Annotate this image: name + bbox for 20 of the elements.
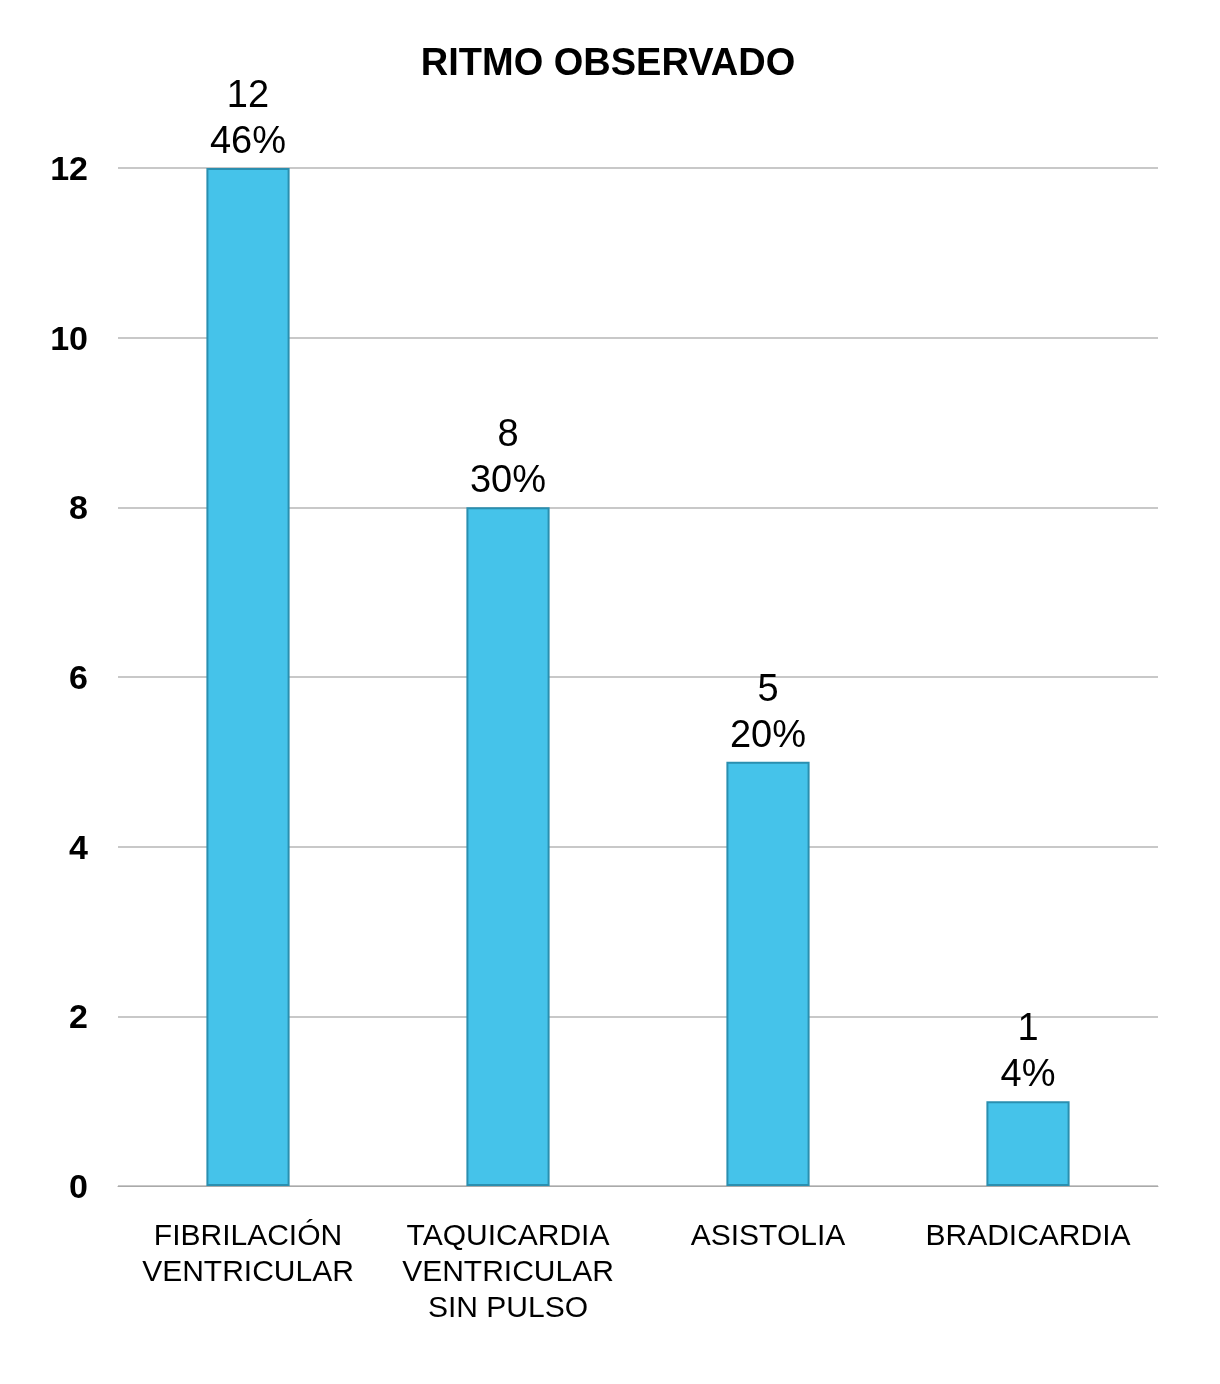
y-tick-label: 4 <box>69 827 89 866</box>
data-label: 5 20% <box>729 666 807 755</box>
y-tick-label: 8 <box>69 488 88 527</box>
bar <box>466 507 550 1186</box>
y-tick-label: 0 <box>69 1167 88 1205</box>
chart-title: RITMO OBSERVADO <box>420 41 796 83</box>
x-tick-label: BRADICARDIA <box>925 1217 1131 1251</box>
x-tick-label: ASISTOLIA <box>690 1217 846 1251</box>
data-label: 12 46% <box>209 73 287 161</box>
x-tick-label: TAQUICARDIA VENTRICULAR SIN PULSO <box>402 1217 614 1323</box>
y-tick-label: 10 <box>50 318 88 357</box>
bar <box>986 1101 1070 1186</box>
bar <box>206 168 290 1186</box>
y-tick-label: 6 <box>69 658 88 696</box>
y-tick-label: 2 <box>69 997 88 1036</box>
data-label: 1 4% <box>1000 1006 1056 1095</box>
bar <box>726 761 810 1186</box>
x-tick-label: FIBRILACIÓN VENTRICULAR <box>142 1217 354 1287</box>
y-tick-label: 12 <box>50 149 88 187</box>
data-label: 8 30% <box>469 412 547 501</box>
